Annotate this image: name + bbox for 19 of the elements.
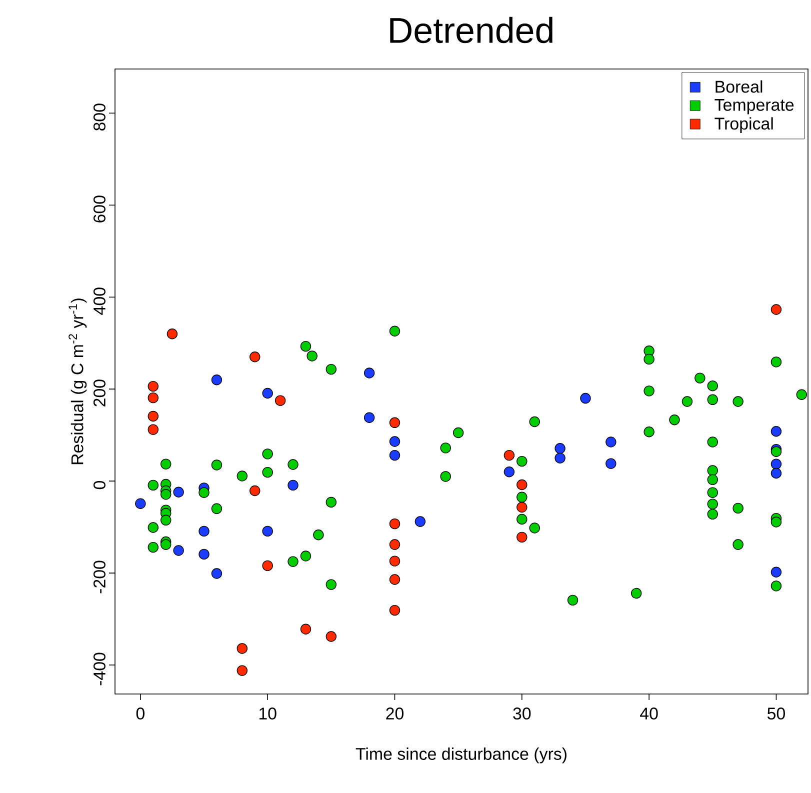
- legend-label: Temperate: [714, 99, 794, 114]
- x-tick-label: 0: [136, 708, 144, 720]
- y-tick-label: 200: [93, 380, 106, 406]
- chart-title: Detrended: [390, 16, 552, 44]
- y-tick-label: -400: [93, 652, 106, 686]
- y-tick-label: -200: [93, 560, 106, 594]
- legend-label: Tropical: [714, 117, 773, 133]
- x-tick-label: 50: [767, 708, 785, 720]
- y-tick-label: 0: [93, 481, 106, 490]
- x-axis-title: Time since disturbance (yrs): [356, 748, 566, 764]
- x-tick-label: 10: [259, 708, 276, 720]
- x-tick-label: 20: [386, 708, 404, 720]
- y-tick-label: 400: [93, 288, 106, 315]
- y-axis-title: Residual (g C m$^{-2}$ yr$^{-1}$): [68, 298, 87, 464]
- y-tick-label: 600: [93, 196, 106, 222]
- x-tick-label: 40: [640, 708, 658, 720]
- legend-label: Boreal: [716, 80, 762, 93]
- y-tick-label: 800: [93, 104, 106, 131]
- x-tick-label: 30: [513, 708, 531, 720]
